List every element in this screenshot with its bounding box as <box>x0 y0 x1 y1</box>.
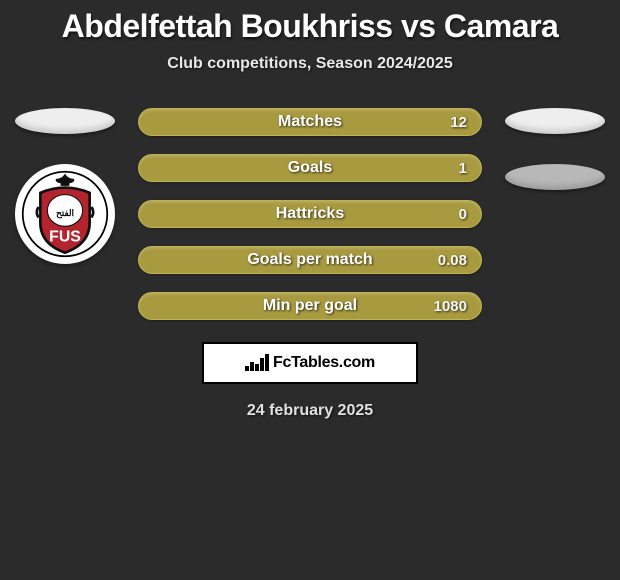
stat-bar-goals: Goals 1 <box>138 154 482 182</box>
club-badge-left: الفتح FUS <box>15 164 115 264</box>
stat-bar-hattricks: Hattricks 0 <box>138 200 482 228</box>
country-pill-right <box>505 108 605 134</box>
stat-label: Min per goal <box>263 297 357 315</box>
club-logo-icon: الفتح FUS <box>21 170 109 258</box>
stat-bar-matches: Matches 12 <box>138 108 482 136</box>
club-pill-right <box>505 164 605 190</box>
right-player-col <box>500 108 610 190</box>
stat-value: 0 <box>459 206 467 223</box>
stat-value: 1 <box>459 160 467 177</box>
stat-value: 12 <box>450 114 467 131</box>
svg-text:الفتح: الفتح <box>56 208 74 219</box>
comparison-row: الفتح FUS Matches 12 Goals 1 Hattricks 0 <box>0 108 620 320</box>
subtitle: Club competitions, Season 2024/2025 <box>0 55 620 73</box>
brand-box[interactable]: FcTables.com <box>202 342 418 384</box>
stat-label: Goals per match <box>247 251 372 269</box>
page-title: Abdelfettah Boukhriss vs Camara <box>0 8 620 45</box>
svg-text:FUS: FUS <box>49 228 81 245</box>
stat-label: Matches <box>278 113 342 131</box>
country-pill-left <box>15 108 115 134</box>
stats-column: Matches 12 Goals 1 Hattricks 0 Goals per… <box>138 108 482 320</box>
date-line: 24 february 2025 <box>0 402 620 420</box>
stat-value: 1080 <box>434 298 467 315</box>
stat-label: Hattricks <box>276 205 344 223</box>
stat-label: Goals <box>288 159 332 177</box>
comparison-card: Abdelfettah Boukhriss vs Camara Club com… <box>0 0 620 420</box>
stat-value: 0.08 <box>438 252 467 269</box>
stat-bar-min-per-goal: Min per goal 1080 <box>138 292 482 320</box>
left-player-col: الفتح FUS <box>10 108 120 264</box>
stat-bar-goals-per-match: Goals per match 0.08 <box>138 246 482 274</box>
brand-text: FcTables.com <box>273 354 375 372</box>
bar-chart-icon <box>245 353 269 373</box>
